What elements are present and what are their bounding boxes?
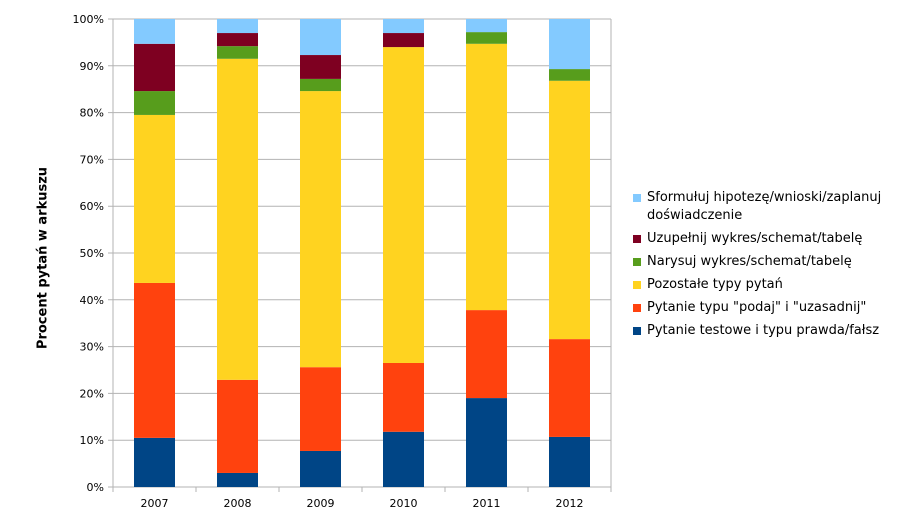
x-tick-label: 2009 (307, 497, 335, 510)
bar-segment-2011-s5 (466, 19, 507, 33)
y-tick-label: 30% (80, 341, 104, 354)
bar-segment-2010-s0 (383, 431, 424, 487)
bar-segment-2008-s0 (217, 472, 258, 487)
legend-label: Uzupełnij wykres/schemat/tabelę (647, 231, 863, 246)
legend-item: Uzupełnij wykres/schemat/tabelę (633, 230, 903, 248)
x-tick-label: 2010 (390, 497, 418, 510)
bar-segment-2007-s5 (134, 19, 175, 44)
bar-segment-2007-s1 (134, 282, 175, 438)
bar-segment-2009-s1 (300, 367, 341, 451)
legend-label: Narysuj wykres/schemat/tabelę (647, 254, 852, 269)
legend-item: Pozostałe typy pytań (633, 276, 903, 294)
x-tick-label: 2011 (473, 497, 501, 510)
bar-segment-2011-s1 (466, 310, 507, 399)
bar-segment-2009-s2 (300, 91, 341, 368)
x-tick-label: 2007 (141, 497, 169, 510)
legend-swatch (633, 258, 641, 266)
bar-segment-2007-s2 (134, 114, 175, 283)
bar-segment-2008-s2 (217, 58, 258, 380)
bar-segment-2010-s5 (383, 19, 424, 34)
bar-segment-2010-s2 (383, 47, 424, 363)
x-tick-label: 2008 (224, 497, 252, 510)
y-axis-label: Procent pytań w arkuszu (35, 166, 51, 350)
bar-segment-2011-s3 (466, 32, 507, 44)
bar-segment-2012-s5 (549, 19, 590, 70)
bar-segment-2012-s3 (549, 69, 590, 81)
bar-segment-2011-s2 (466, 43, 507, 311)
bar-segment-2009-s5 (300, 19, 341, 56)
legend-item: Sformułuj hipotezę/wnioski/zaplanuj dośw… (633, 189, 903, 225)
legend-item: Pytanie testowe i typu prawda/fałsz (633, 322, 903, 340)
legend-swatch (633, 327, 641, 335)
y-tick-label: 90% (80, 60, 104, 73)
bar-segment-2007-s3 (134, 91, 175, 115)
bar-segment-2008-s1 (217, 379, 258, 473)
bar-segment-2007-s4 (134, 43, 175, 92)
bar-segment-2009-s3 (300, 78, 341, 92)
y-tick-label: 40% (80, 294, 104, 307)
legend-swatch (633, 304, 641, 312)
bar-segment-2012-s1 (549, 339, 590, 437)
y-tick-label: 0% (87, 481, 104, 494)
bar-segment-2012-s2 (549, 80, 590, 340)
legend-swatch (633, 281, 641, 289)
y-tick-label: 70% (80, 153, 104, 166)
y-tick-label: 10% (80, 434, 104, 447)
legend-label: Pytanie testowe i typu prawda/fałsz (647, 323, 880, 338)
bar-segment-2008-s4 (217, 33, 258, 47)
legend-swatch (633, 235, 641, 243)
x-tick-label: 2012 (556, 497, 584, 510)
y-tick-label: 60% (80, 200, 104, 213)
bar-segment-2007-s0 (134, 437, 175, 487)
legend-item: Narysuj wykres/schemat/tabelę (633, 253, 903, 271)
bar-segment-2008-s3 (217, 46, 258, 59)
y-tick-label: 80% (80, 107, 104, 120)
y-tick-label: 50% (80, 247, 104, 260)
bar-segment-2011-s0 (466, 398, 507, 487)
bar-segment-2010-s4 (383, 33, 424, 48)
legend-label: Sformułuj hipotezę/wnioski/zaplanuj dośw… (647, 190, 882, 223)
legend-label: Pozostałe typy pytań (647, 277, 783, 292)
y-tick-label: 20% (80, 387, 104, 400)
legend: Sformułuj hipotezę/wnioski/zaplanuj dośw… (633, 189, 903, 345)
bar-segment-2010-s1 (383, 362, 424, 432)
y-tick-label: 100% (73, 13, 104, 26)
bar-segment-2012-s0 (549, 436, 590, 487)
bar-segment-2009-s0 (300, 450, 341, 487)
bar-segment-2009-s4 (300, 55, 341, 79)
legend-item: Pytanie typu "podaj" i "uzasadnij" (633, 299, 903, 317)
legend-swatch (633, 194, 641, 202)
legend-label: Pytanie typu "podaj" i "uzasadnij" (647, 300, 867, 315)
bar-segment-2008-s5 (217, 19, 258, 34)
